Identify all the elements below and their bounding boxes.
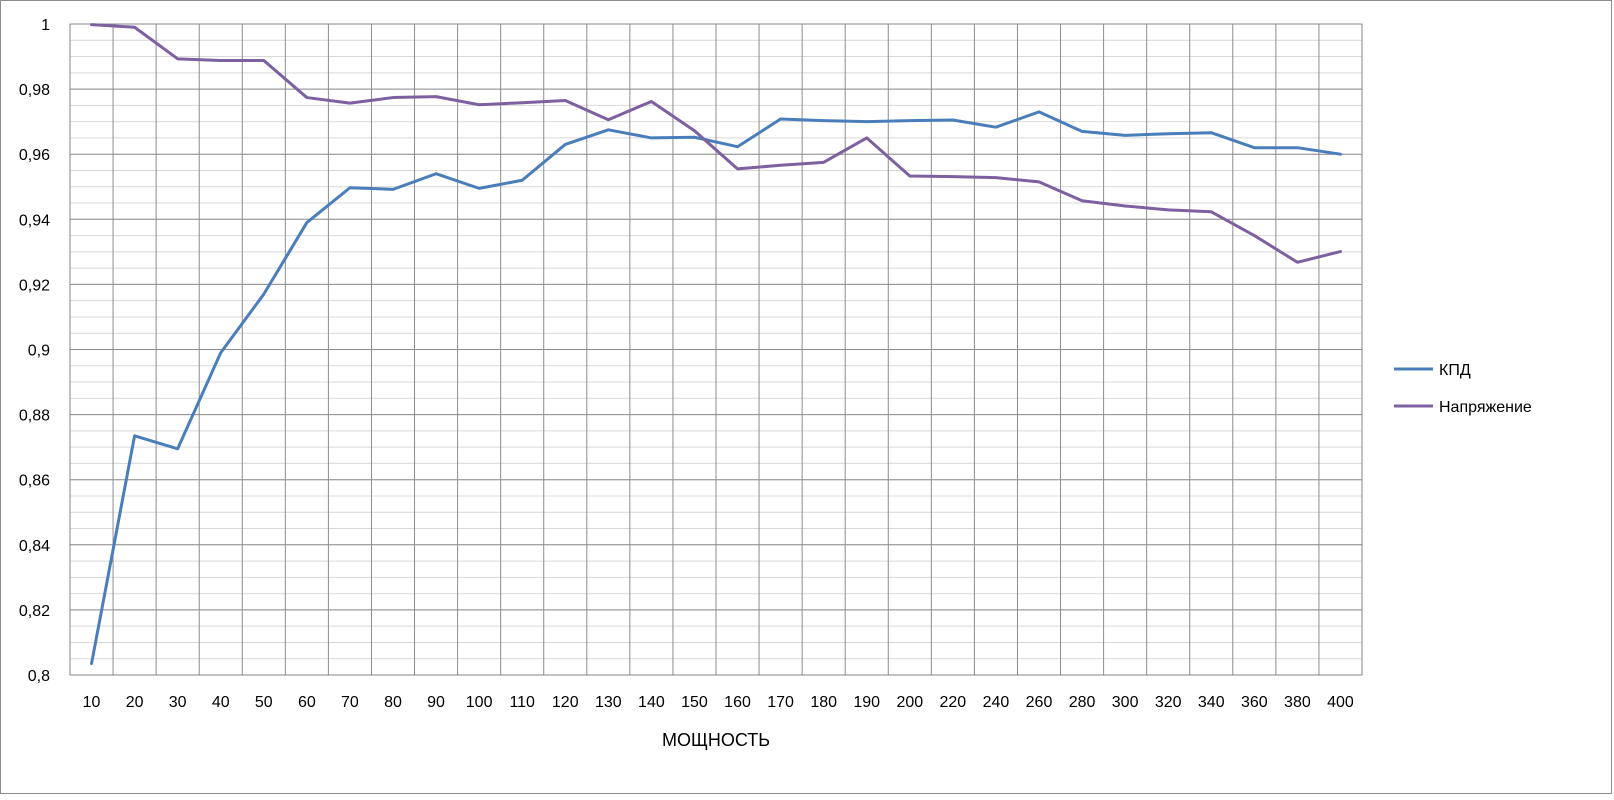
y-tick-label: 0,82 (19, 603, 50, 620)
x-tick-label: 400 (1327, 694, 1354, 711)
x-tick-label: 20 (126, 694, 144, 711)
x-tick-label: 160 (724, 694, 751, 711)
x-tick-label: 180 (810, 694, 837, 711)
y-tick-label: 0,96 (19, 147, 50, 164)
x-tick-label: 170 (767, 694, 794, 711)
legend-label: Напряжение (1439, 399, 1532, 416)
x-tick-label: 120 (552, 694, 579, 711)
series-line-voltage (90, 23, 1342, 264)
x-tick-label: 220 (940, 694, 967, 711)
x-tick-label: 320 (1155, 694, 1182, 711)
x-tick-label: 240 (983, 694, 1010, 711)
x-tick-label: 30 (169, 694, 187, 711)
plot-area (69, 23, 1363, 676)
x-tick-label: 360 (1241, 694, 1268, 711)
x-tick-label: 190 (853, 694, 880, 711)
y-tick-label: 0,92 (19, 277, 50, 294)
x-tick-label: 110 (509, 694, 535, 711)
y-axis-tick-labels: 0,8 0,82 0,84 0,86 0,88 0,9 0,92 0,94 0,96 0,98 1 (19, 17, 50, 685)
y-tick-label: 0,9 (28, 343, 50, 360)
y-tick-label: 1 (41, 17, 50, 34)
series-lines (90, 23, 1342, 666)
legend-label: КПД (1439, 362, 1471, 379)
x-tick-label: 100 (466, 694, 493, 711)
y-tick-label: 0,84 (19, 538, 50, 555)
y-tick-label: 0,94 (19, 212, 50, 229)
x-tick-label: 200 (896, 694, 923, 711)
series-line-kpd (90, 110, 1342, 666)
x-tick-label: 60 (298, 694, 316, 711)
y-tick-label: 0,8 (28, 668, 50, 685)
x-tick-label: 10 (83, 694, 101, 711)
legend: КПД Напряжение (1394, 362, 1532, 416)
x-axis-tick-labels: 10 20 30 40 50 60 70 80 90 100 110 120 130 140 150 160 1… (83, 694, 1354, 711)
x-axis-title: МОЩНОСТЬ (662, 730, 770, 750)
x-tick-label: 150 (681, 694, 708, 711)
vertical-gridlines (112, 24, 1320, 675)
y-tick-label: 0,86 (19, 473, 50, 490)
x-tick-label: 260 (1026, 694, 1053, 711)
y-tick-label: 0,88 (19, 408, 50, 425)
x-tick-label: 80 (384, 694, 402, 711)
x-tick-label: 40 (212, 694, 230, 711)
x-tick-label: 280 (1069, 694, 1096, 711)
x-tick-label: 130 (595, 694, 622, 711)
x-tick-label: 90 (427, 694, 445, 711)
x-tick-label: 50 (255, 694, 273, 711)
x-tick-label: 300 (1112, 694, 1139, 711)
x-tick-label: 340 (1198, 694, 1225, 711)
y-tick-label: 0,98 (19, 82, 50, 99)
x-tick-label: 140 (638, 694, 665, 711)
x-tick-label: 70 (341, 694, 359, 711)
x-tick-label: 380 (1284, 694, 1311, 711)
